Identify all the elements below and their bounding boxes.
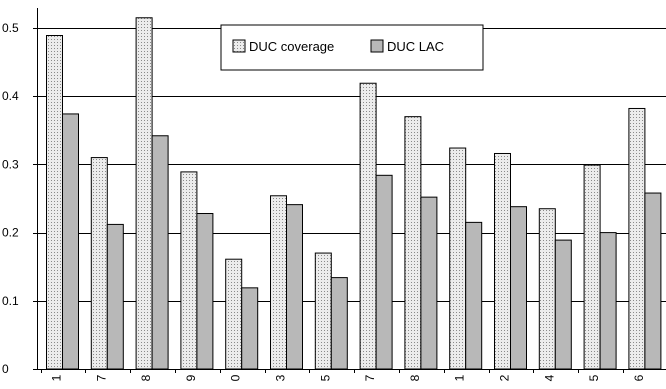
x-tick-label: 9 (184, 374, 198, 381)
bar-coverage (314, 252, 332, 370)
legend-label-coverage: DUC coverage (249, 39, 334, 54)
bar-coverage (449, 147, 467, 370)
y-tick-label: 0.3 (2, 157, 19, 171)
x-tick-label: 1 (50, 374, 64, 381)
legend-box (220, 24, 484, 71)
bar-lac (62, 113, 79, 370)
y-tick-labels: 0 0.1 0.2 0.3 0.4 0.5 (2, 21, 19, 376)
bar-coverage (494, 152, 511, 370)
x-tick-label: 4 (542, 374, 556, 381)
bar-coverage (538, 208, 556, 370)
x-tick-label: 8 (139, 374, 153, 381)
y-tick-label: 0.1 (2, 294, 19, 308)
bar-lac (510, 206, 527, 370)
y-tick-label: 0.4 (2, 89, 19, 103)
x-tick-label: 5 (587, 374, 601, 381)
bar-lac (375, 174, 393, 370)
x-tick-labels: 1 7 8 9 0 3 5 7 8 1 2 4 5 6 (50, 374, 646, 381)
x-tick-label: 1 (453, 374, 467, 381)
bar-lac (286, 204, 303, 370)
axes (33, 8, 666, 373)
bar-coverage (225, 258, 243, 370)
bar-coverage (583, 164, 601, 370)
bar-coverage (404, 116, 422, 370)
bar-lac (644, 192, 662, 370)
x-tick-label: 7 (94, 374, 108, 381)
bar-coverage (270, 195, 287, 370)
bar-coverage (628, 107, 646, 370)
bar-coverage (46, 35, 63, 370)
bar-lac (106, 223, 124, 370)
bar-lac (330, 277, 348, 370)
x-tick-label: 0 (229, 374, 243, 381)
legend-label-lac: DUC LAC (387, 39, 444, 54)
x-tick-label: 7 (363, 374, 377, 381)
x-tick-label: 2 (498, 374, 512, 381)
bar-coverage (359, 82, 377, 370)
x-tick-label: 6 (632, 374, 646, 381)
legend: DUC coverage DUC LAC (220, 24, 484, 71)
bar-lac (241, 287, 259, 370)
x-tick-label: 3 (274, 374, 288, 381)
bar-coverage (135, 17, 153, 370)
bar-coverage (90, 157, 108, 370)
legend-swatch-coverage (232, 39, 246, 53)
bar-lac (420, 196, 438, 370)
bar-lac (196, 213, 214, 370)
bar-lac (465, 221, 483, 370)
bar-coverage (180, 171, 198, 370)
legend-swatch-lac (370, 39, 384, 53)
bar-lac (599, 232, 617, 370)
y-tick-label: 0.5 (2, 21, 19, 35)
y-tick-label: 0 (2, 362, 9, 376)
bar-lac (554, 239, 572, 370)
y-tick-label: 0.2 (2, 226, 19, 240)
x-tick-label: 8 (408, 374, 422, 381)
x-tick-label: 5 (318, 374, 332, 381)
bar-lac (151, 135, 169, 370)
